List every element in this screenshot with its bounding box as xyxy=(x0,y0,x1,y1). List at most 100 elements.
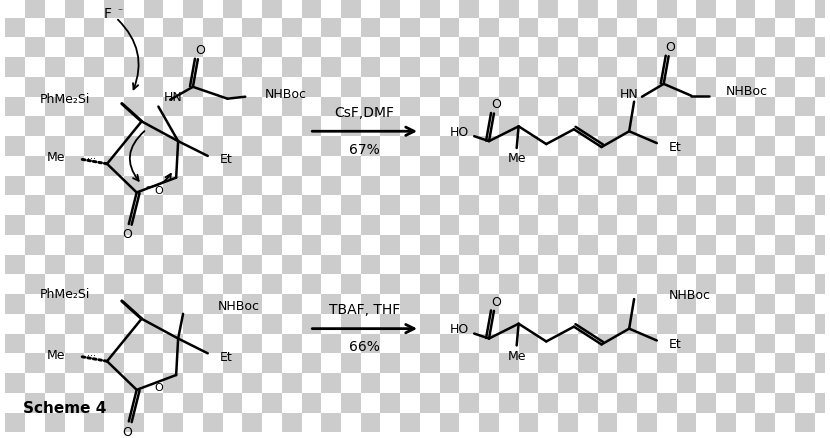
Bar xyxy=(222,98,242,117)
Bar xyxy=(558,137,578,156)
Bar xyxy=(578,58,598,78)
Bar xyxy=(499,58,519,78)
Bar xyxy=(144,255,164,275)
Bar xyxy=(65,215,85,235)
Bar xyxy=(45,294,65,314)
Bar xyxy=(124,117,144,137)
Bar xyxy=(795,255,815,275)
Bar xyxy=(795,353,815,373)
Bar xyxy=(45,58,65,78)
Bar xyxy=(618,294,637,314)
Bar xyxy=(164,314,183,334)
Bar xyxy=(164,176,183,196)
Bar xyxy=(795,19,815,39)
Bar xyxy=(361,294,380,314)
Bar xyxy=(775,215,795,235)
Bar xyxy=(598,98,618,117)
Bar xyxy=(400,235,420,255)
Bar xyxy=(183,19,203,39)
Bar xyxy=(104,78,124,98)
Bar xyxy=(6,98,25,117)
Bar xyxy=(400,275,420,294)
Bar xyxy=(321,39,341,58)
Bar xyxy=(301,156,321,176)
Bar xyxy=(45,353,65,373)
Bar xyxy=(519,275,539,294)
Bar xyxy=(479,0,499,19)
Bar xyxy=(558,314,578,334)
Bar xyxy=(45,176,65,196)
Bar xyxy=(618,39,637,58)
Bar xyxy=(222,196,242,215)
Bar xyxy=(262,117,281,137)
Bar xyxy=(539,353,558,373)
Bar xyxy=(440,334,460,353)
Bar xyxy=(45,78,65,98)
Bar xyxy=(735,39,755,58)
Bar xyxy=(203,196,222,215)
Bar xyxy=(755,19,775,39)
Bar xyxy=(281,196,301,215)
Bar xyxy=(676,58,696,78)
Bar xyxy=(420,117,440,137)
Bar xyxy=(618,137,637,156)
Bar xyxy=(499,215,519,235)
Bar xyxy=(657,98,676,117)
Bar xyxy=(676,0,696,19)
Bar xyxy=(25,176,45,196)
Bar xyxy=(361,255,380,275)
Bar xyxy=(479,255,499,275)
Bar xyxy=(598,58,618,78)
Bar xyxy=(519,353,539,373)
Bar xyxy=(222,117,242,137)
Bar xyxy=(222,235,242,255)
Bar xyxy=(676,294,696,314)
Bar xyxy=(637,78,657,98)
Bar xyxy=(45,413,65,432)
Bar xyxy=(6,413,25,432)
Bar xyxy=(104,393,124,413)
Bar xyxy=(85,235,104,255)
Bar xyxy=(45,117,65,137)
Bar xyxy=(222,373,242,393)
Bar xyxy=(281,294,301,314)
Bar xyxy=(281,98,301,117)
Bar xyxy=(361,19,380,39)
Bar xyxy=(164,235,183,255)
Bar xyxy=(519,117,539,137)
Bar xyxy=(361,98,380,117)
Bar xyxy=(144,353,164,373)
Bar xyxy=(144,314,164,334)
Bar xyxy=(65,117,85,137)
Bar xyxy=(440,215,460,235)
Bar xyxy=(696,215,716,235)
Bar xyxy=(735,196,755,215)
Bar xyxy=(281,0,301,19)
Text: O: O xyxy=(491,295,500,308)
Bar xyxy=(183,334,203,353)
Bar xyxy=(558,393,578,413)
Bar xyxy=(65,314,85,334)
Bar xyxy=(795,196,815,215)
Bar xyxy=(85,117,104,137)
Bar xyxy=(657,294,676,314)
Bar xyxy=(262,314,281,334)
Bar xyxy=(144,137,164,156)
Bar xyxy=(755,137,775,156)
Bar xyxy=(775,235,795,255)
Bar xyxy=(85,0,104,19)
Bar xyxy=(341,117,361,137)
Bar xyxy=(558,0,578,19)
Bar xyxy=(144,98,164,117)
Bar xyxy=(104,215,124,235)
Bar xyxy=(676,235,696,255)
Bar xyxy=(25,78,45,98)
Bar xyxy=(380,19,400,39)
Bar xyxy=(460,176,479,196)
Bar xyxy=(203,156,222,176)
Bar xyxy=(735,373,755,393)
Bar xyxy=(519,58,539,78)
Bar xyxy=(262,353,281,373)
Bar xyxy=(460,196,479,215)
Bar xyxy=(716,314,735,334)
